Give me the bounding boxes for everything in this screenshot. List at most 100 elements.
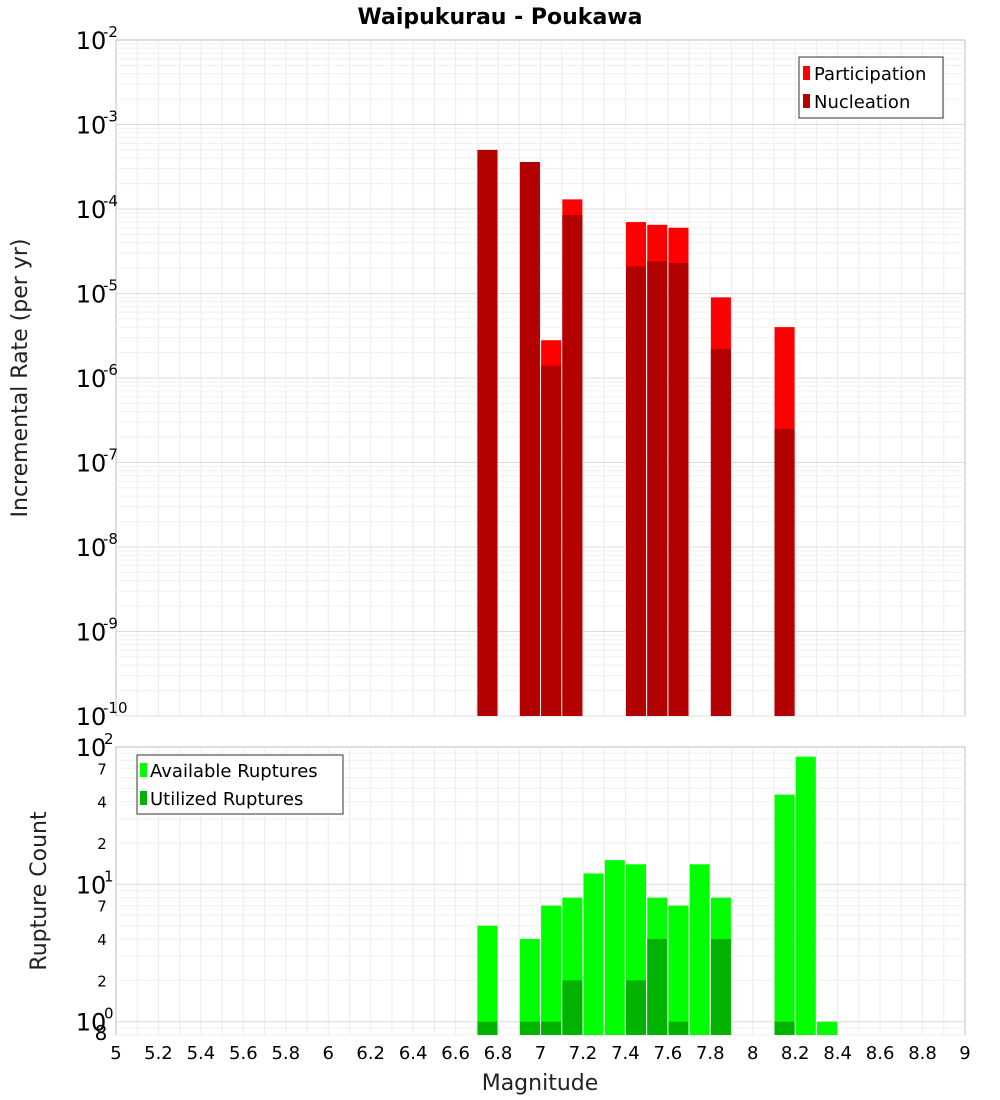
x-tick-label: 8.4	[823, 1043, 852, 1064]
top-bars	[477, 149, 795, 717]
bar-available-ruptures	[477, 925, 498, 1035]
y-tick-exponent: -8	[103, 530, 118, 548]
x-tick-label: 6.8	[484, 1043, 513, 1064]
y-tick-exponent: -9	[103, 615, 118, 633]
y-minor-tick-label: 7	[97, 898, 107, 916]
y-tick-base: 10	[76, 196, 107, 224]
bar-nucleation	[541, 365, 562, 716]
y-tick-base: 10	[76, 112, 107, 140]
x-tick-label: 5.6	[229, 1043, 258, 1064]
bar-available-ruptures	[519, 939, 540, 1035]
x-tick-label: 7	[535, 1043, 546, 1064]
bar-available-ruptures	[795, 756, 816, 1035]
bar-utilized-ruptures	[541, 1021, 562, 1035]
x-tick-label: 9	[959, 1043, 970, 1064]
y-tick-label: 10-2	[76, 23, 118, 55]
y-tick-exponent: -10	[103, 699, 128, 717]
y-tick-base: 10	[76, 734, 107, 762]
y-tick-exponent: -5	[103, 277, 118, 295]
y-tick-exponent: -2	[103, 23, 118, 41]
y-minor-tick-label: 4	[97, 931, 107, 949]
bar-available-ruptures	[604, 860, 625, 1035]
bar-utilized-ruptures	[562, 980, 583, 1035]
legend-label-participation: Participation	[814, 64, 926, 85]
y-tick-base: 10	[76, 365, 107, 393]
legend-swatch-utilized-ruptures	[140, 791, 147, 805]
y-minor-tick-label: 2	[97, 972, 107, 990]
x-tick-label: 7.6	[654, 1043, 683, 1064]
legend-label-utilized-ruptures: Utilized Ruptures	[150, 789, 303, 810]
y-minor-tick-label: 7	[97, 760, 107, 778]
bar-utilized-ruptures	[519, 1021, 540, 1035]
bar-utilized-ruptures	[626, 980, 647, 1035]
x-tick-label: 6	[323, 1043, 334, 1064]
y-tick-base: 10	[76, 871, 107, 899]
bar-nucleation	[647, 261, 668, 716]
x-tick-label: 6.4	[399, 1043, 428, 1064]
x-tick-label: 5.8	[271, 1043, 300, 1064]
bar-available-ruptures	[668, 905, 689, 1035]
y-tick-label: 10-3	[76, 108, 118, 140]
x-tick-label: 8.6	[866, 1043, 895, 1064]
bar-nucleation	[668, 262, 689, 716]
bar-available-ruptures	[817, 1021, 838, 1035]
top-legend-box	[798, 56, 944, 119]
y-tick-base: 10	[76, 27, 107, 55]
top-legend: Participation Nucleation	[798, 56, 944, 119]
y-tick-label: 101	[76, 867, 114, 899]
y-tick-label: 10-7	[76, 446, 118, 478]
x-tick-label: 5	[110, 1043, 121, 1064]
bottom-y-axis-label: Rupture Count	[27, 811, 52, 971]
top-grid	[116, 40, 965, 717]
bar-nucleation	[519, 161, 540, 716]
y-tick-label: 10-5	[76, 277, 118, 309]
y-tick-label: 10-6	[76, 361, 118, 393]
y-tick-label: 10-8	[76, 530, 118, 562]
bar-utilized-ruptures	[647, 939, 668, 1035]
y-tick-label: 10-4	[76, 192, 118, 224]
y-tick-base: 10	[76, 1009, 107, 1037]
bar-nucleation	[562, 214, 583, 716]
y-tick-base: 10	[76, 450, 107, 478]
x-tick-label: 6.2	[356, 1043, 385, 1064]
y-minor-tick-label: 8	[95, 1021, 108, 1045]
y-tick-exponent: 1	[104, 867, 114, 885]
legend-label-nucleation: Nucleation	[814, 92, 910, 113]
bottom-legend: Available Ruptures Utilized Ruptures	[136, 754, 344, 815]
y-tick-label: 10-9	[76, 615, 118, 647]
x-tick-label: 6.6	[441, 1043, 470, 1064]
bottom-bars	[477, 756, 838, 1035]
y-tick-exponent: -4	[103, 192, 118, 210]
bar-nucleation	[477, 149, 498, 717]
y-tick-exponent: 2	[104, 730, 114, 748]
x-tick-label: 5.2	[144, 1043, 173, 1064]
x-tick-label: 7.8	[696, 1043, 725, 1064]
bar-nucleation	[774, 428, 795, 716]
y-tick-label: 100	[76, 1005, 114, 1037]
bar-nucleation	[710, 349, 731, 716]
bottom-legend-box	[136, 754, 344, 815]
y-tick-exponent: -7	[103, 446, 118, 464]
bar-available-ruptures	[689, 864, 710, 1035]
y-minor-tick-label: 2	[97, 835, 107, 853]
x-tick-label: 7.4	[611, 1043, 640, 1064]
y-minor-tick-label: 4	[97, 794, 107, 812]
y-tick-base: 10	[76, 534, 107, 562]
y-tick-base: 10	[76, 281, 107, 309]
y-tick-label: 10-10	[76, 699, 128, 731]
x-axis-label: Magnitude	[482, 1071, 599, 1096]
bar-utilized-ruptures	[668, 1021, 689, 1035]
x-tick-label: 8	[747, 1043, 758, 1064]
bar-utilized-ruptures	[774, 1021, 795, 1035]
chart-title: Waipukurau - Poukawa	[358, 5, 643, 30]
y-tick-exponent: 0	[104, 1005, 114, 1023]
bar-available-ruptures	[541, 905, 562, 1035]
legend-label-available-ruptures: Available Ruptures	[150, 761, 318, 782]
x-tick-label: 5.4	[187, 1043, 216, 1064]
x-tick-label: 8.2	[781, 1043, 810, 1064]
x-tick-labels: 5 5.2 5.4 5.6 5.8 6 6.2 6.4 6.6 6.8 7 7.2 7.4 7.6 7.8 8…	[110, 1043, 970, 1064]
